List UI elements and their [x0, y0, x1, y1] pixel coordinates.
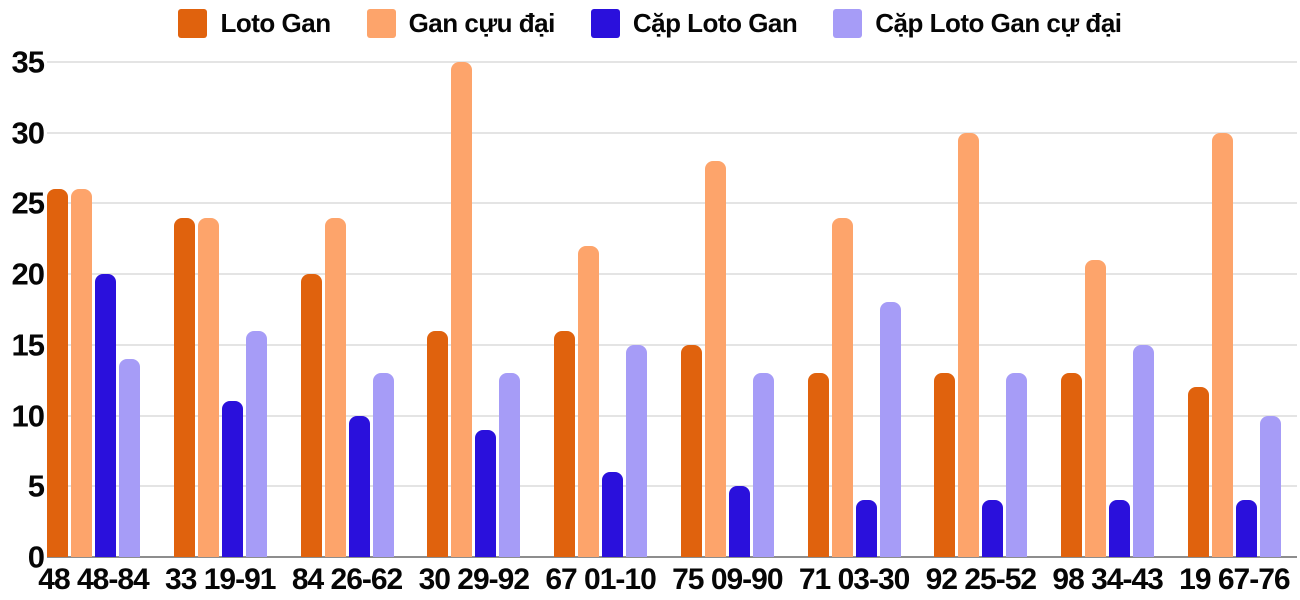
square-swatch-icon [833, 9, 863, 38]
bar [855, 500, 877, 557]
bar-group: 92 25-52 [926, 62, 1037, 595]
bar [1187, 387, 1209, 557]
x-category-label: 98 34-43 [1052, 563, 1163, 596]
bar [348, 415, 370, 557]
bar [300, 274, 322, 557]
x-axis-baseline [47, 556, 1297, 558]
bar [934, 373, 956, 557]
y-tick-label: 15 [11, 327, 45, 363]
legend-label: Cặp Loto Gan [632, 8, 798, 38]
bar [95, 274, 116, 557]
x-category-label: 67 01-10 [545, 563, 656, 596]
legend-label: Gan cựu đại [408, 8, 556, 38]
gridline [47, 485, 1297, 488]
bar-group: 48 48-84 [38, 62, 150, 595]
gridline [47, 61, 1297, 63]
x-category-label: 71 03-30 [798, 563, 910, 596]
legend-item: Gan cựu đại [366, 8, 556, 39]
bar [499, 373, 521, 557]
bar-group: 67 01-10 [545, 62, 657, 595]
x-category-label: 92 25-52 [925, 563, 1037, 596]
square-swatch-icon [178, 9, 208, 38]
bar [47, 189, 68, 557]
bar-group: 98 34-43 [1052, 62, 1164, 595]
gridline [47, 414, 1297, 417]
bar [807, 373, 829, 557]
gridline [47, 202, 1297, 205]
bar [879, 302, 901, 557]
x-category-label: 33 19-91 [165, 563, 276, 596]
bar [1061, 373, 1083, 557]
bar [245, 330, 267, 557]
bar [1259, 415, 1281, 557]
square-swatch-icon [590, 9, 620, 38]
bar [451, 62, 473, 557]
bar [324, 217, 346, 557]
bar [1109, 500, 1131, 557]
legend-label: Cặp Loto Gan cự đại [875, 8, 1122, 38]
y-tick-label: 5 [27, 468, 45, 504]
bar [680, 344, 702, 557]
y-tick-label: 10 [11, 398, 45, 434]
legend-item: Cặp Loto Gan [590, 8, 798, 39]
bar [197, 217, 219, 557]
bar [475, 429, 497, 557]
bar [1006, 373, 1028, 557]
bar [427, 330, 449, 557]
y-tick-label: 25 [11, 185, 45, 221]
y-tick-label: 35 [11, 44, 45, 80]
bar [1235, 500, 1257, 557]
bar [119, 359, 140, 557]
bar [958, 132, 980, 557]
bar [1211, 132, 1233, 557]
bar [578, 245, 600, 557]
bar-group: 75 09-90 [672, 62, 784, 595]
gridline [47, 343, 1297, 346]
bar [602, 472, 624, 557]
bar [626, 344, 648, 557]
legend-label: Loto Gan [220, 8, 331, 38]
bar [1085, 260, 1107, 557]
plot-area: 48 48-84 33 19-91 84 26-62 30 29-92 67 01-10… [38, 61, 1297, 595]
bar [71, 189, 92, 557]
bar [173, 217, 195, 557]
y-tick-label: 30 [11, 115, 45, 151]
x-category-label: 48 48-84 [38, 563, 149, 596]
x-category-label: 75 09-90 [672, 563, 783, 596]
bar-group: 19 67-76 [1179, 62, 1291, 595]
y-tick-label: 20 [11, 256, 45, 292]
bar [554, 330, 576, 557]
bar [831, 217, 853, 557]
gridline [47, 273, 1297, 276]
bar [982, 500, 1004, 557]
bar [728, 486, 750, 557]
bar-group: 71 03-30 [799, 62, 910, 595]
bar-groups: 48 48-84 33 19-91 84 26-62 30 29-92 67 01-10… [38, 62, 1297, 595]
legend-item: Loto Gan [178, 8, 331, 39]
legend-item: Cặp Loto Gan cự đại [833, 8, 1122, 39]
bar-group: 33 19-91 [165, 62, 276, 595]
bar-group: 84 26-62 [292, 62, 403, 595]
x-category-label: 19 67-76 [1179, 563, 1290, 596]
x-category-label: 84 26-62 [291, 563, 403, 596]
bar [752, 373, 774, 557]
square-swatch-icon [366, 9, 396, 38]
x-category-label: 30 29-92 [418, 563, 530, 596]
gridline [47, 131, 1297, 134]
bar [221, 401, 243, 557]
bar [372, 373, 394, 557]
bar-group: 30 29-92 [419, 62, 530, 595]
bar [704, 161, 726, 557]
y-tick-label: 0 [27, 539, 45, 575]
chart-legend: Loto Gan Gan cựu đại Cặp Loto Gan Cặp Loto … [0, 8, 1300, 39]
bar [1133, 344, 1155, 557]
